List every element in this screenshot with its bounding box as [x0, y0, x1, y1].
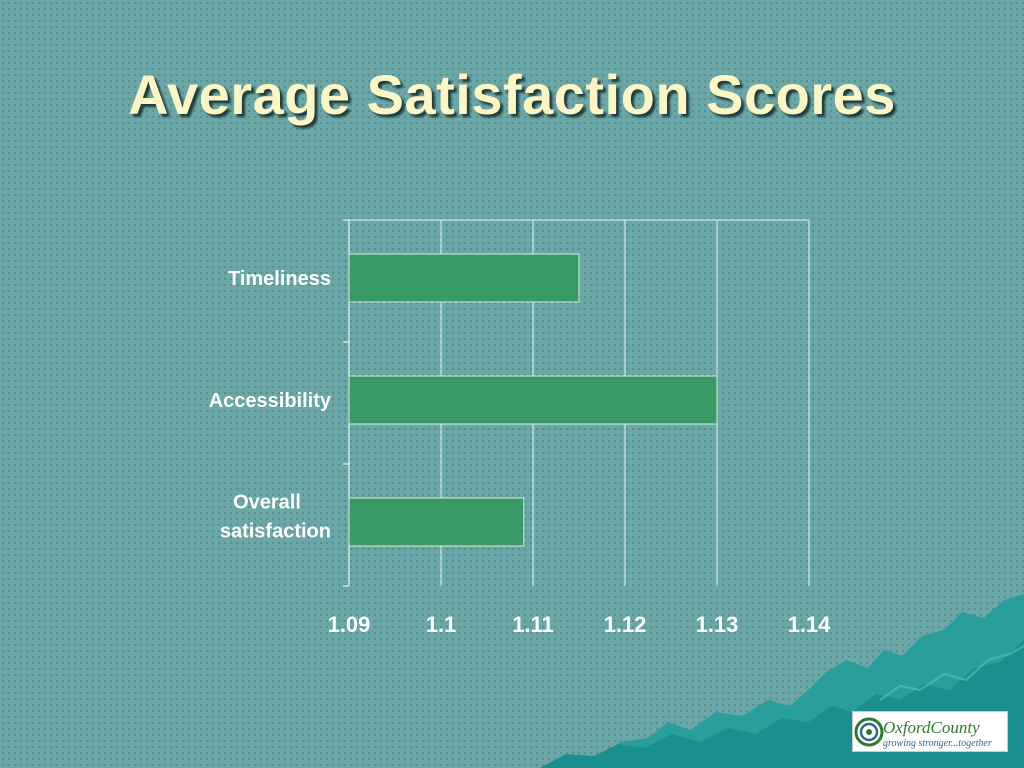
category-label: Overall satisfaction — [220, 492, 331, 543]
x-tick-label: 1.11 — [512, 612, 554, 637]
bar — [348, 497, 525, 547]
x-tick-label: 1.14 — [788, 612, 832, 637]
x-axis-tick-labels: 1.09 1.1 1.11 1.12 1.13 1.14 — [328, 612, 832, 637]
logo-swirl-icon — [854, 717, 884, 747]
bar — [348, 253, 580, 303]
logo-tagline: growing stronger...together — [883, 738, 992, 749]
x-tick-label: 1.13 — [696, 612, 739, 637]
x-tick-label: 1.1 — [426, 612, 457, 637]
x-tick-label: 1.09 — [328, 612, 371, 637]
slide-title: Average Satisfaction Scores — [128, 63, 896, 126]
bar — [348, 375, 718, 425]
oxford-county-logo: OxfordCounty growing stronger...together — [852, 711, 1008, 752]
category-label: Timeliness — [228, 268, 331, 290]
chart-bars — [348, 253, 718, 547]
mountain-ridge-highlight — [879, 645, 1024, 701]
logo-name: OxfordCounty — [883, 718, 980, 737]
category-label: Accessibility — [209, 390, 332, 412]
x-tick-label: 1.12 — [604, 612, 647, 637]
category-labels: Timeliness Accessibility Overall satisfacti… — [209, 268, 332, 543]
